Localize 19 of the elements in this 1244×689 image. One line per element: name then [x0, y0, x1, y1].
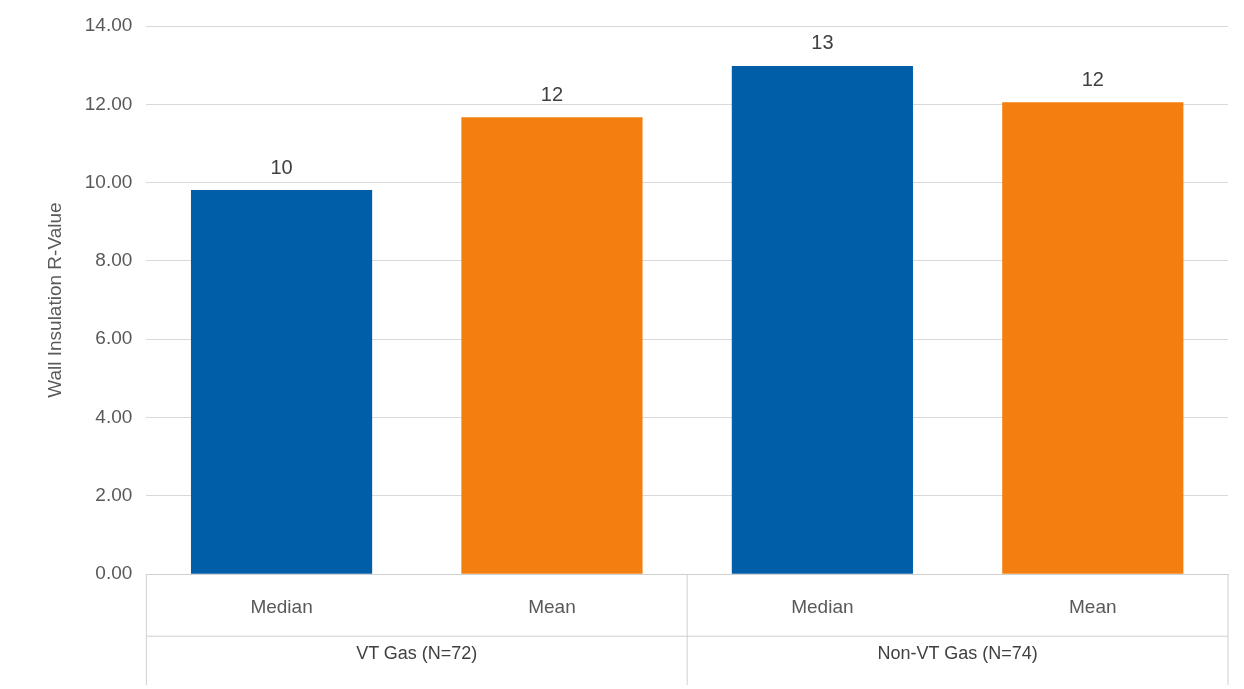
- y-tick-label: 12.00: [84, 92, 133, 114]
- text: Non-VT Gas (N=74): [877, 643, 1038, 664]
- x-tick-label: Mean: [528, 595, 576, 617]
- data-label: 13: [811, 31, 834, 54]
- x-tick-label: Median: [250, 595, 313, 617]
- x-tick-label: Median: [791, 595, 854, 617]
- y-tick-label: 4.00: [95, 405, 133, 427]
- y-axis-title: Wall Insulation R-Value: [43, 202, 65, 398]
- data-label: 12: [540, 82, 564, 105]
- y-tick-label: 14.00: [84, 14, 133, 36]
- y-tick-label: 0.00: [95, 562, 133, 584]
- y-tick-label: 6.00: [95, 327, 133, 349]
- x-tick-label: Mean: [1069, 595, 1117, 617]
- y-tick-label: 2.00: [95, 484, 133, 506]
- data-label: 10: [270, 155, 293, 178]
- y-tick-label: 8.00: [95, 249, 133, 271]
- data-label: 12: [1081, 67, 1104, 90]
- text: VT Gas (N=72): [356, 643, 478, 664]
- y-tick-label: 10.00: [84, 170, 133, 192]
